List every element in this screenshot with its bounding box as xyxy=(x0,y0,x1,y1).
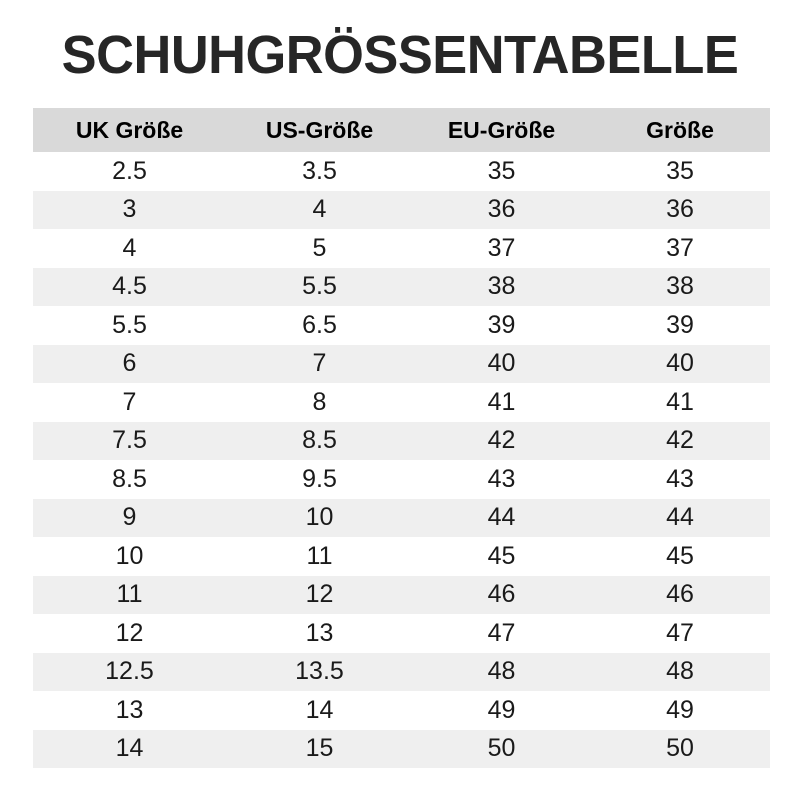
cell-size: 39 xyxy=(590,306,770,345)
cell-uk-size: 12.5 xyxy=(33,652,226,691)
table-header-row: UK Größe US-Größe EU-Größe Größe xyxy=(33,108,770,152)
cell-us-size: 12 xyxy=(226,575,413,614)
table-row: 8.5 9.5 43 43 xyxy=(33,460,770,499)
cell-us-size: 3.5 xyxy=(226,152,413,191)
cell-us-size: 9.5 xyxy=(226,460,413,499)
cell-us-size: 14 xyxy=(226,691,413,730)
table-row: 13 14 49 49 xyxy=(33,691,770,730)
table-row: 11 12 46 46 xyxy=(33,575,770,614)
cell-size: 43 xyxy=(590,460,770,499)
shoe-size-table: UK Größe US-Größe EU-Größe Größe 2.5 3.5 3… xyxy=(33,108,770,768)
cell-uk-size: 4.5 xyxy=(33,267,226,306)
table-row: 14 15 50 50 xyxy=(33,729,770,768)
cell-eu-size: 49 xyxy=(413,691,590,730)
table-row: 6 7 40 40 xyxy=(33,344,770,383)
cell-eu-size: 39 xyxy=(413,306,590,345)
cell-size: 48 xyxy=(590,652,770,691)
table-row: 12 13 47 47 xyxy=(33,614,770,653)
table-row: 3 4 36 36 xyxy=(33,190,770,229)
cell-uk-size: 9 xyxy=(33,498,226,537)
table-row: 9 10 44 44 xyxy=(33,498,770,537)
table-header: UK Größe US-Größe EU-Größe Größe xyxy=(33,108,770,152)
cell-eu-size: 47 xyxy=(413,614,590,653)
table-row: 7 8 41 41 xyxy=(33,383,770,422)
cell-eu-size: 50 xyxy=(413,729,590,768)
cell-uk-size: 6 xyxy=(33,344,226,383)
cell-uk-size: 2.5 xyxy=(33,152,226,191)
cell-eu-size: 42 xyxy=(413,421,590,460)
cell-eu-size: 36 xyxy=(413,190,590,229)
cell-eu-size: 46 xyxy=(413,575,590,614)
cell-eu-size: 48 xyxy=(413,652,590,691)
cell-uk-size: 4 xyxy=(33,229,226,268)
cell-eu-size: 37 xyxy=(413,229,590,268)
cell-eu-size: 43 xyxy=(413,460,590,499)
column-header-size: Größe xyxy=(590,108,770,152)
cell-us-size: 7 xyxy=(226,344,413,383)
table-row: 10 11 45 45 xyxy=(33,537,770,576)
cell-uk-size: 12 xyxy=(33,614,226,653)
cell-size: 46 xyxy=(590,575,770,614)
cell-us-size: 10 xyxy=(226,498,413,537)
cell-eu-size: 45 xyxy=(413,537,590,576)
table-row: 4 5 37 37 xyxy=(33,229,770,268)
cell-eu-size: 44 xyxy=(413,498,590,537)
table-row: 12.5 13.5 48 48 xyxy=(33,652,770,691)
cell-size: 35 xyxy=(590,152,770,191)
cell-size: 44 xyxy=(590,498,770,537)
table-row: 2.5 3.5 35 35 xyxy=(33,152,770,191)
cell-us-size: 11 xyxy=(226,537,413,576)
table-row: 7.5 8.5 42 42 xyxy=(33,421,770,460)
cell-uk-size: 14 xyxy=(33,729,226,768)
table-body: 2.5 3.5 35 35 3 4 36 36 4 5 37 37 4.5 5.5 38 38 5.5 6.5 39… xyxy=(33,152,770,768)
cell-uk-size: 7 xyxy=(33,383,226,422)
cell-size: 41 xyxy=(590,383,770,422)
cell-size: 42 xyxy=(590,421,770,460)
cell-eu-size: 41 xyxy=(413,383,590,422)
page-title: SCHUHGRÖSSENTABELLE xyxy=(61,25,739,85)
cell-uk-size: 5.5 xyxy=(33,306,226,345)
cell-uk-size: 3 xyxy=(33,190,226,229)
cell-eu-size: 38 xyxy=(413,267,590,306)
column-header-uk-size: UK Größe xyxy=(33,108,226,152)
table-row: 4.5 5.5 38 38 xyxy=(33,267,770,306)
cell-size: 36 xyxy=(590,190,770,229)
cell-uk-size: 13 xyxy=(33,691,226,730)
cell-us-size: 4 xyxy=(226,190,413,229)
cell-size: 50 xyxy=(590,729,770,768)
cell-size: 49 xyxy=(590,691,770,730)
cell-us-size: 15 xyxy=(226,729,413,768)
cell-uk-size: 10 xyxy=(33,537,226,576)
cell-us-size: 8 xyxy=(226,383,413,422)
cell-uk-size: 11 xyxy=(33,575,226,614)
cell-us-size: 5 xyxy=(226,229,413,268)
cell-us-size: 13.5 xyxy=(226,652,413,691)
cell-size: 40 xyxy=(590,344,770,383)
cell-us-size: 13 xyxy=(226,614,413,653)
cell-eu-size: 35 xyxy=(413,152,590,191)
cell-uk-size: 7.5 xyxy=(33,421,226,460)
cell-us-size: 8.5 xyxy=(226,421,413,460)
cell-size: 38 xyxy=(590,267,770,306)
column-header-us-size: US-Größe xyxy=(226,108,413,152)
cell-size: 45 xyxy=(590,537,770,576)
cell-us-size: 6.5 xyxy=(226,306,413,345)
table-row: 5.5 6.5 39 39 xyxy=(33,306,770,345)
cell-us-size: 5.5 xyxy=(226,267,413,306)
cell-size: 37 xyxy=(590,229,770,268)
cell-eu-size: 40 xyxy=(413,344,590,383)
cell-size: 47 xyxy=(590,614,770,653)
column-header-eu-size: EU-Größe xyxy=(413,108,590,152)
cell-uk-size: 8.5 xyxy=(33,460,226,499)
